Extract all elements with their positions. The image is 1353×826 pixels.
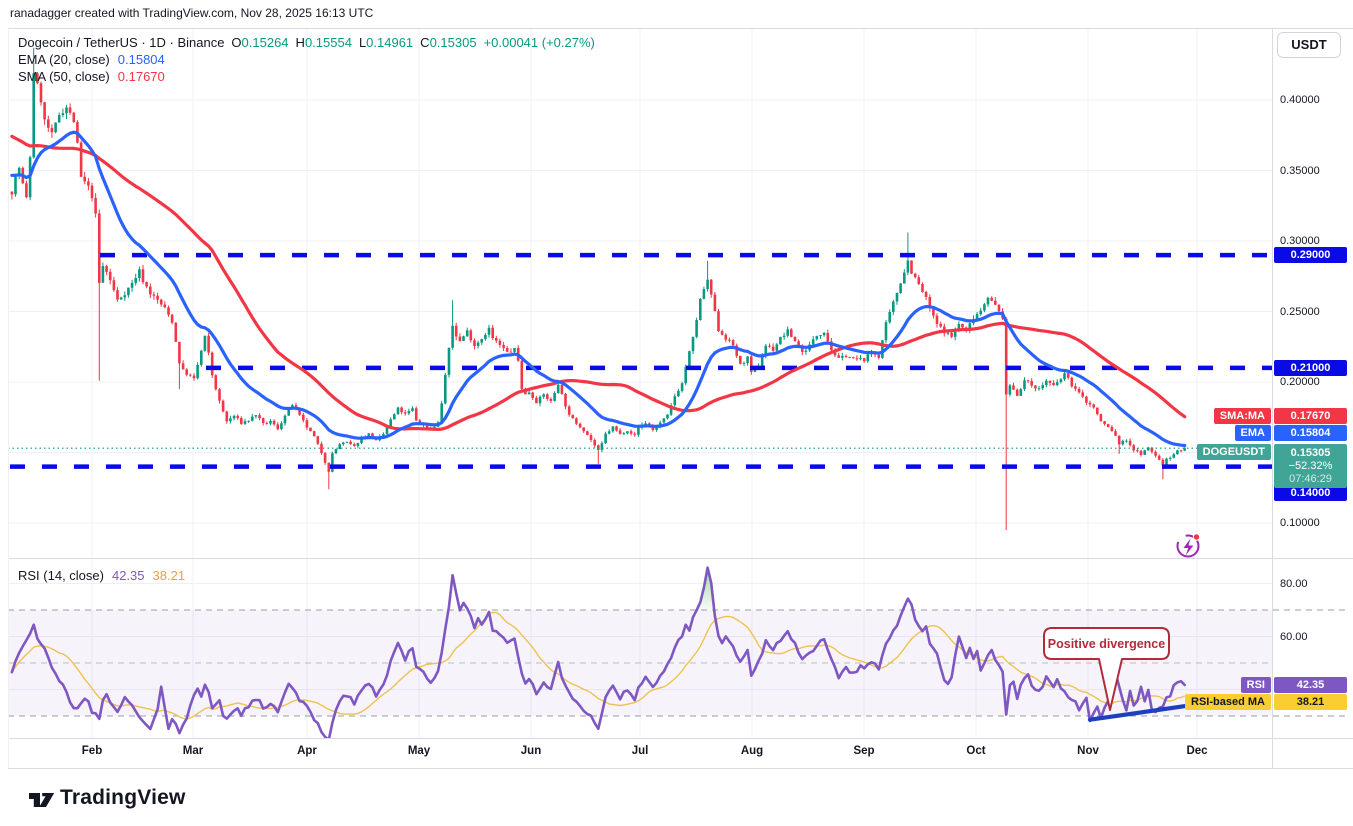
price-tick-label: 0.20000 (1280, 376, 1320, 388)
ohlc-values: O0.15264 H0.15554 L0.14961 C0.15305 (224, 35, 476, 50)
price-tick-label: 0.10000 (1280, 517, 1320, 529)
candlestick-series (10, 47, 1187, 530)
rsi-ma-value: 38.21 (152, 568, 186, 583)
sma-legend-row[interactable]: SMA (50, close) 0.17670 (18, 68, 595, 85)
ohlc-value: 0.15264 (241, 35, 289, 50)
rsi-label: RSI (18, 568, 40, 583)
rsi-tick-label: 60.00 (1280, 630, 1308, 643)
ohlc-value: 0.14961 (366, 35, 414, 50)
rsi-legend-row[interactable]: RSI (14, close) 42.35 38.21 (18, 568, 185, 583)
rsi-label-params: (14, close) (39, 568, 104, 583)
ema-label: EMA (20, close) (18, 52, 110, 67)
symbol-title: Dogecoin / TetherUS · 1D · Binance (18, 35, 225, 50)
ema-axis-label-badge: EMA (1234, 425, 1271, 441)
symbol-axis-value-badge: 0.15305 −52.32% 07:46:29 (1274, 444, 1347, 488)
callout-bubble[interactable] (1043, 627, 1170, 711)
ema-value: 0.15804 (117, 52, 165, 67)
sma-value: 0.17670 (117, 69, 165, 84)
price-tick-label: 0.25000 (1280, 305, 1320, 318)
level-price-badge: 0.21000 (1274, 360, 1347, 376)
flash-icon[interactable] (1173, 531, 1203, 561)
level-price-badge: 0.14000 (1274, 485, 1347, 501)
month-axis-label: Dec (1186, 745, 1208, 757)
rsi-line[interactable] (10, 566, 1186, 740)
month-axis-label: May (407, 745, 431, 757)
ohlc-value: 0.15305 (429, 35, 477, 50)
month-axis-label: Feb (81, 745, 103, 757)
tradingview-wordmark[interactable]: TradingView (60, 786, 186, 809)
rsi-axis-label-badge: RSI (1240, 677, 1271, 693)
ohlc-value: 0.15554 (304, 35, 352, 50)
price-tick-label: 0.40000 (1280, 94, 1320, 106)
ohlc-key: L (358, 35, 367, 50)
symbol-legend-row[interactable]: Dogecoin / TetherUS · 1D · Binance O0.152… (18, 34, 595, 51)
positive-divergence-callout[interactable]: Positive divergence (1047, 637, 1166, 651)
attribution-text: ranadagger created with TradingView.com,… (10, 6, 374, 20)
sma-label: SMA (50, close) (18, 69, 110, 84)
month-axis-label: Oct (966, 745, 986, 757)
sma-axis-value-badge: 0.17670 (1274, 408, 1347, 424)
symbol-axis-label-badge: DOGEUSDT (1196, 444, 1271, 460)
ema-20-line[interactable] (10, 130, 1187, 448)
ohlc-key: H (295, 35, 305, 50)
month-axis-label: Jul (631, 745, 649, 757)
level-price-badge: 0.29000 (1274, 247, 1347, 263)
month-axis-label: Sep (853, 745, 875, 757)
ohlc-key: O (231, 35, 242, 50)
sma-axis-label-badge: SMA:MA (1213, 408, 1271, 424)
month-axis-label: Nov (1077, 745, 1099, 757)
price-tick-label: 0.30000 (1280, 235, 1320, 247)
ema-axis-value-badge: 0.15804 (1274, 425, 1347, 441)
rsi-value: 42.35 (111, 568, 145, 583)
rsi-tick-label: 80.00 (1280, 577, 1308, 590)
rsi-ma-axis-value-badge: 38.21 (1274, 694, 1347, 710)
rsi-ma-line[interactable] (11, 611, 1185, 720)
month-axis-label: Jun (520, 745, 542, 757)
tradingview-logo-icon[interactable] (28, 786, 55, 818)
sma-50-line[interactable] (10, 134, 1187, 431)
ohlc-key: C (420, 35, 430, 50)
change-value: +0.00041 (+0.27%) (483, 35, 595, 50)
month-axis-label: Aug (740, 745, 764, 757)
price-tick-label: 0.35000 (1280, 164, 1320, 177)
month-axis-label: Mar (182, 745, 204, 757)
currency-toggle-button[interactable]: USDT (1277, 32, 1341, 58)
gridlines (8, 28, 1272, 738)
ema-legend-row[interactable]: EMA (20, close) 0.15804 (18, 51, 595, 68)
rsi-ma-axis-label-badge: RSI-based MA (1185, 694, 1271, 710)
rsi-axis-value-badge: 42.35 (1274, 677, 1347, 693)
divergence-trendline[interactable] (1087, 703, 1189, 722)
month-axis-label: Apr (297, 745, 317, 757)
chart-legend: Dogecoin / TetherUS · 1D · Binance O0.152… (18, 34, 595, 85)
